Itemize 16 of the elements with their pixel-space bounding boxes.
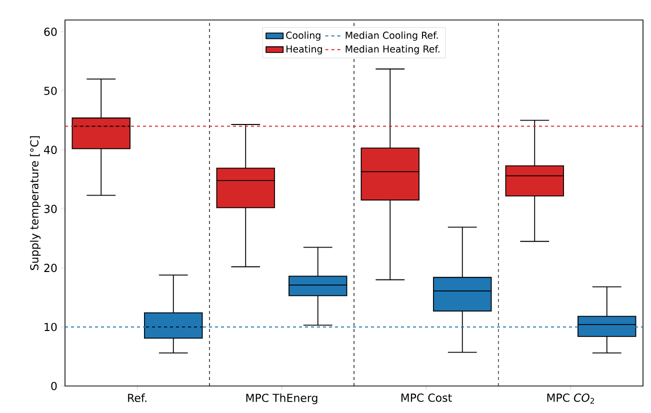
y-tick-label: 10 bbox=[44, 322, 57, 332]
legend-label: Cooling bbox=[286, 32, 320, 41]
legend-label: Heating bbox=[286, 45, 322, 54]
legend-label: Median Cooling Ref. bbox=[346, 32, 438, 41]
y-tick-label: 60 bbox=[44, 28, 57, 36]
y-tick-label: 30 bbox=[44, 204, 57, 214]
y-tick-label: 0 bbox=[51, 382, 57, 390]
y-tick-label: 50 bbox=[44, 86, 57, 95]
y-tick-label: 20 bbox=[44, 264, 57, 272]
y-axis-title: Supply temperature [°C] bbox=[30, 136, 41, 270]
y-tick-label: 40 bbox=[44, 146, 57, 154]
legend-label: Median Heating Ref. bbox=[346, 45, 440, 54]
x-tick-label: Ref. bbox=[128, 394, 146, 402]
x-tick-label: MPC Cost bbox=[401, 394, 452, 402]
x-tick-label: MPC CO$_{2}$ bbox=[547, 394, 594, 404]
x-tick-label: MPC ThEnerg bbox=[246, 394, 318, 404]
